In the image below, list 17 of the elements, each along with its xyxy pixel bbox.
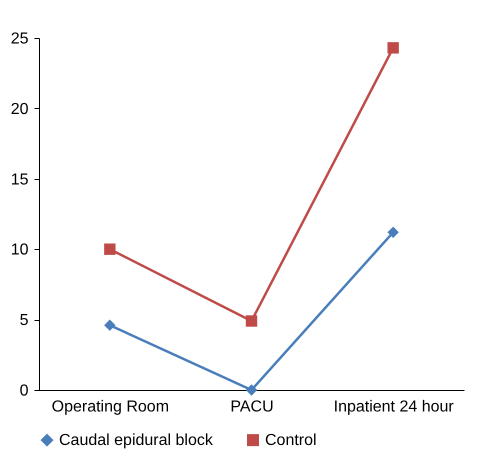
point — [387, 226, 399, 238]
legend-label: Control — [265, 432, 317, 450]
x-tick-label: Inpatient 24 hour — [334, 398, 454, 416]
y-tick-label: 5 — [20, 312, 29, 330]
point — [246, 384, 258, 396]
legend-label: Caudal epidural block — [59, 432, 214, 450]
y-tick-label: 10 — [10, 242, 29, 259]
x-tick-label: PACU — [230, 398, 274, 416]
point — [246, 315, 258, 327]
point — [104, 244, 116, 255]
y-tick-label: 0 — [20, 382, 29, 400]
point — [387, 42, 399, 54]
y-tick-label: 20 — [10, 100, 29, 118]
y-tick-label: 25 — [10, 30, 29, 48]
x-tick-label: Operating Room — [52, 398, 170, 416]
point — [104, 320, 116, 331]
y-tick-label: 15 — [10, 171, 29, 188]
